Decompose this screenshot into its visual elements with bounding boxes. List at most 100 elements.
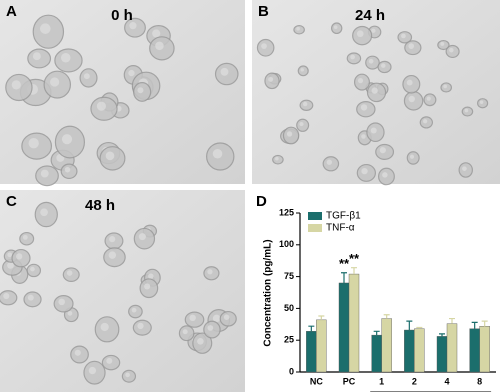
cell-texture <box>207 325 214 331</box>
panel-title: 0 h <box>111 7 133 24</box>
error-bar <box>351 267 357 275</box>
panel-label: C <box>6 193 17 210</box>
cell-texture <box>182 329 188 335</box>
x-tick-label: 4 <box>444 376 449 386</box>
x-tick-label: 2 <box>412 376 417 386</box>
cell-texture <box>40 169 49 178</box>
cell-texture <box>152 29 161 38</box>
cell-texture <box>361 167 368 175</box>
bar <box>381 318 392 373</box>
cell-texture <box>380 63 386 68</box>
cell-texture <box>212 314 221 323</box>
cell-texture <box>11 80 21 90</box>
cell-texture <box>449 47 454 53</box>
cell-texture <box>106 357 113 364</box>
cell-texture <box>371 28 376 33</box>
cell-texture <box>137 322 144 330</box>
x-tick-label: PC <box>343 376 356 386</box>
cell-texture <box>368 58 374 64</box>
cell-texture <box>300 68 304 72</box>
cell-texture <box>128 69 135 77</box>
cell-texture <box>212 149 223 159</box>
cell-texture <box>16 253 23 260</box>
x-tick-label: 1 <box>379 376 384 386</box>
y-tick-label: 125 <box>279 207 294 217</box>
cell-texture <box>96 101 106 111</box>
cell-texture <box>138 233 146 241</box>
error-bar <box>449 317 455 324</box>
panel-label: D <box>256 193 267 210</box>
error-bar <box>308 325 315 332</box>
error-bar <box>439 333 445 337</box>
y-tick-label: 75 <box>284 271 294 281</box>
cell-texture <box>370 127 377 134</box>
bar <box>479 326 490 373</box>
cell-texture <box>286 131 293 137</box>
cell-texture <box>382 172 388 178</box>
cell-texture <box>64 166 71 173</box>
cell-texture <box>357 78 364 84</box>
cell-texture <box>360 104 368 111</box>
cell-texture <box>155 41 164 51</box>
cell-texture <box>137 87 144 94</box>
significance: ** <box>349 251 360 266</box>
panel-label: B <box>258 3 269 20</box>
error-bar <box>416 326 423 329</box>
cell-texture <box>443 84 447 89</box>
error-bar <box>383 314 390 319</box>
legend-swatch <box>308 224 322 232</box>
cell-texture <box>261 43 267 50</box>
cell-texture <box>189 314 196 322</box>
cell-texture <box>302 101 308 107</box>
cell-texture <box>464 108 469 113</box>
bar <box>436 336 448 373</box>
cell-texture <box>40 23 51 34</box>
legend-swatch <box>308 212 322 220</box>
cell-texture <box>88 366 97 375</box>
cell-texture <box>30 266 35 272</box>
cell-texture <box>350 54 355 60</box>
bar <box>414 328 425 373</box>
cell-texture <box>408 43 415 49</box>
significance: ** <box>339 256 350 271</box>
cell-texture <box>333 25 338 29</box>
cell-texture <box>27 294 34 301</box>
cell-texture <box>22 234 28 240</box>
bar <box>404 329 415 373</box>
cell-texture <box>7 261 14 269</box>
cell-texture <box>108 251 117 259</box>
cell-texture <box>299 122 304 127</box>
x-tick-label: 8 <box>477 376 482 386</box>
y-axis-label: Concentration (pg/mL) <box>263 239 274 346</box>
y-tick-label: 0 <box>289 366 294 376</box>
cell-texture <box>356 30 364 38</box>
cell-texture <box>223 314 230 320</box>
cell-texture <box>58 298 65 306</box>
cell-texture <box>144 283 151 290</box>
error-bar <box>341 272 347 283</box>
cell-texture <box>28 138 39 149</box>
cell-texture <box>379 147 386 154</box>
cell-texture <box>105 151 115 161</box>
y-tick-label: 50 <box>284 303 294 313</box>
y-tick-label: 100 <box>279 239 294 249</box>
cell-texture <box>197 337 204 345</box>
bar <box>306 331 317 373</box>
legend-label: TNF-α <box>326 223 355 234</box>
error-bar <box>481 320 488 327</box>
cell-texture <box>296 26 300 31</box>
bar <box>446 323 458 373</box>
cell-texture <box>131 307 137 313</box>
cell-texture <box>83 73 90 80</box>
cell-texture <box>129 22 137 30</box>
cell-texture <box>408 95 415 103</box>
cell-texture <box>66 270 73 276</box>
cell-texture <box>409 154 415 159</box>
cell-texture <box>7 252 13 258</box>
error-bar <box>471 321 478 329</box>
cell-texture <box>60 52 71 63</box>
cell-texture <box>426 96 431 101</box>
x-tick-label: NC <box>310 376 323 386</box>
cell-texture <box>125 372 130 378</box>
cell-texture <box>148 273 154 279</box>
